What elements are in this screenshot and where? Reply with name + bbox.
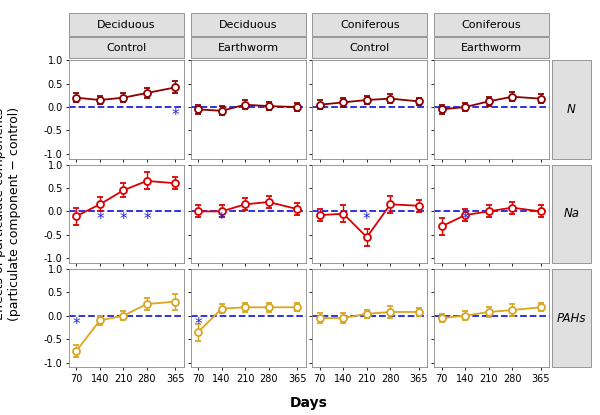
Text: Control: Control xyxy=(350,43,390,53)
Text: *: * xyxy=(461,212,469,227)
Text: Coniferous: Coniferous xyxy=(462,20,521,30)
Text: Days: Days xyxy=(290,396,328,410)
Text: *: * xyxy=(218,212,226,227)
Text: Control: Control xyxy=(106,43,146,53)
Text: *: * xyxy=(143,212,151,227)
Text: Effects of particulate components
(particulate component − control): Effects of particulate components (parti… xyxy=(0,107,21,321)
Text: *: * xyxy=(96,212,104,227)
Text: Coniferous: Coniferous xyxy=(340,20,400,30)
Text: Earthworm: Earthworm xyxy=(461,43,522,53)
Text: *: * xyxy=(363,212,371,227)
Text: PAHs: PAHs xyxy=(557,312,586,325)
Text: Deciduous: Deciduous xyxy=(97,20,155,30)
Text: Earthworm: Earthworm xyxy=(218,43,279,53)
Text: Na: Na xyxy=(563,207,580,220)
Text: *: * xyxy=(119,212,127,227)
Text: *: * xyxy=(194,317,202,332)
Text: N: N xyxy=(567,103,576,116)
Text: *: * xyxy=(172,108,179,123)
Text: *: * xyxy=(73,317,80,332)
Text: Deciduous: Deciduous xyxy=(219,20,277,30)
